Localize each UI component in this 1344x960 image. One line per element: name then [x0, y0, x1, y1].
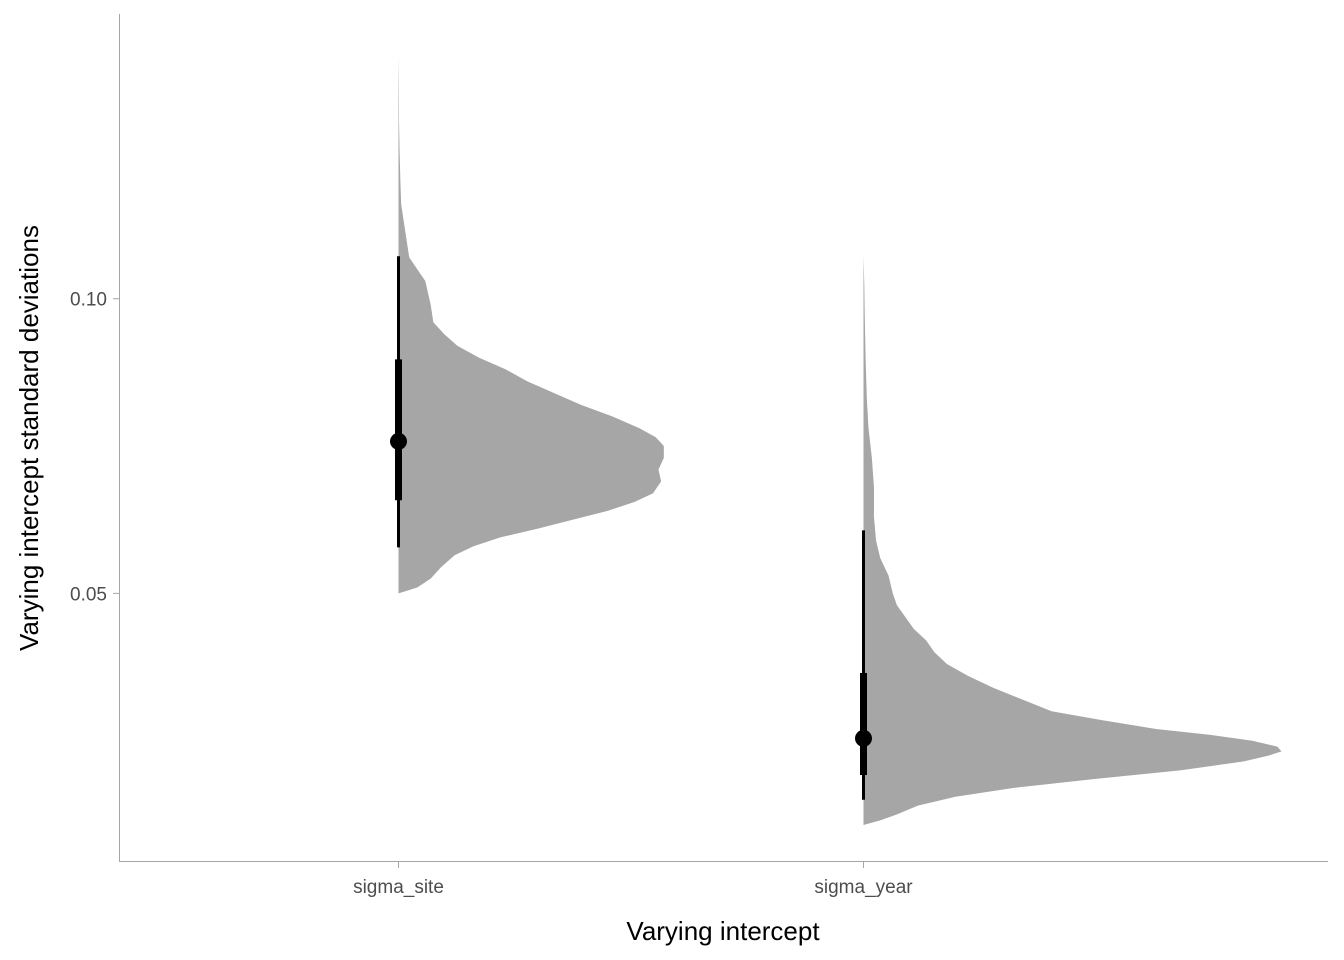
y-axis-ticks: 0.05 0.10: [70, 290, 119, 605]
x-tick-label: sigma_year: [814, 877, 913, 898]
median-point: [390, 432, 407, 450]
y-tick-label: 0.10: [70, 290, 107, 311]
x-axis-ticks: sigma_site sigma_year: [353, 862, 913, 898]
density-slab: [863, 255, 1282, 826]
median-point: [855, 729, 872, 747]
series-sigma_site: [390, 55, 664, 594]
x-axis-title: Varying intercept: [626, 916, 820, 946]
x-tick-label: sigma_site: [353, 877, 444, 898]
series-layer: [390, 55, 1282, 826]
series-sigma_year: [855, 255, 1282, 826]
y-axis-title: Varying intercept standard deviations: [14, 225, 44, 651]
y-tick-label: 0.05: [70, 584, 107, 605]
density-slab: [398, 55, 664, 594]
plot-panel: 0.05 0.10 sigma_site sigma_year: [70, 14, 1328, 898]
